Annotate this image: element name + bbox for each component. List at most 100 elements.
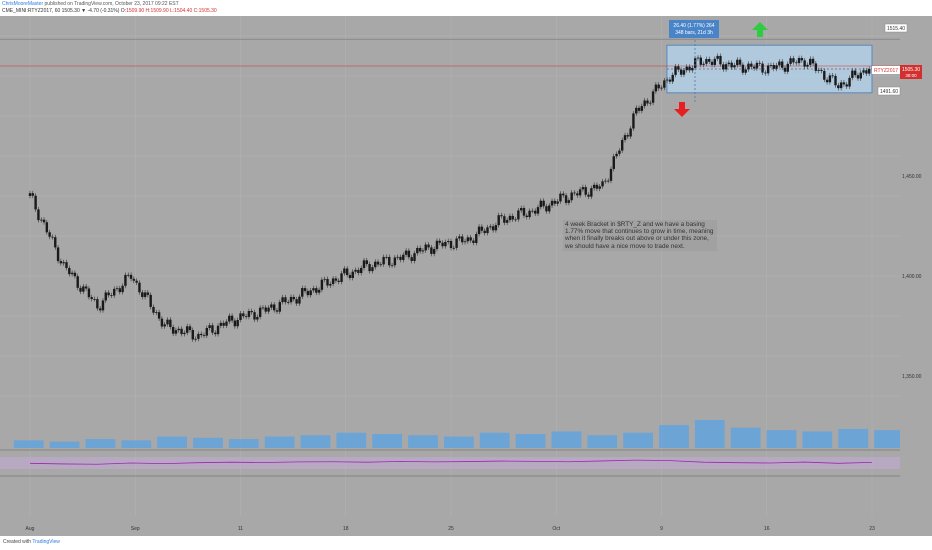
chart-area[interactable]: 1,350.001,400.001,450.001,500.00 AugSep1… [0,16,932,536]
candle-body [171,326,175,334]
candle-body [525,215,528,218]
candle-body [441,242,444,247]
candle-body [388,256,391,266]
candle-body [612,156,615,169]
price-axis[interactable] [900,16,932,536]
candle-body [452,247,456,249]
candle-body [222,322,225,326]
candle-body [705,59,708,64]
tradingview-brand[interactable]: TradingView [32,539,60,545]
x-tick-label: 16 [764,526,770,532]
upper-price-tag [884,23,908,33]
author-link[interactable]: ChrisMooreMaster [2,1,44,7]
candle-body [404,250,408,255]
volume-bar [838,428,869,448]
candle-body [303,288,307,292]
candle-body [679,69,683,75]
candle-body [494,225,498,231]
candle-body [590,188,593,197]
candle-body [576,193,579,196]
candle-body [48,232,51,237]
candle-body [110,295,113,297]
candle-body [497,215,500,226]
candle-body [107,292,110,296]
candle-body [427,244,430,248]
upper-price-tag-text: 1515.40 [887,26,905,32]
candle-body [604,180,607,182]
bracket-box[interactable] [666,44,873,94]
candle-body [651,91,655,103]
symbol-tag [872,66,900,74]
candle-body [143,292,147,297]
annotation-note[interactable]: 4 week Bracket in $RTY_Z and we have a b… [563,220,717,251]
candle-body [118,288,122,293]
candle-body [724,64,728,70]
candle-body [399,256,402,260]
candle-body [42,219,46,223]
candle-body [211,325,214,333]
candle-body [842,82,846,85]
candle-body [357,269,360,273]
candle-body [817,70,820,71]
candle-body [508,215,512,221]
candle-body [90,297,93,300]
candle-body [640,106,644,111]
candle-body [853,70,857,76]
candle-body [489,226,492,228]
candle-body [345,268,349,276]
candle-body [671,74,674,82]
price-chart-svg[interactable]: 1,350.001,400.001,450.001,500.00 AugSep1… [0,16,932,536]
measure-label-line1: 26.40 (1.77%) 264 [673,23,714,29]
candle-body [865,70,868,74]
candle-body [747,63,750,70]
candle-body [769,64,773,66]
candle-body [362,260,366,269]
candle-body [730,62,733,68]
candle-body [848,77,851,87]
candle-body [584,187,587,195]
candle-body [270,304,273,308]
candle-body [559,193,562,202]
last-price-tag [900,65,922,79]
candle-body [514,219,517,221]
candle-body [534,210,537,214]
x-tick-label: 23 [869,526,875,532]
y-tick-label: 1,450.00 [902,174,922,180]
volume-bar [802,431,833,448]
candle-body [326,278,329,286]
candle-body [45,222,49,233]
candle-body [432,249,436,254]
candle-body [416,247,419,254]
candle-body [657,84,660,89]
candle-body [371,267,374,272]
candle-body [323,278,326,280]
candle-body [183,332,186,335]
candle-body [421,250,425,252]
candle-body [228,315,231,322]
candle-body [418,247,422,252]
candle-body [839,82,843,89]
volume-bar [766,430,797,448]
candle-body [573,192,576,194]
candle-body [660,87,663,89]
candle-body [180,328,183,335]
candle-body [65,262,68,268]
candle-body [157,312,161,319]
candle-body [160,318,164,327]
candle-body [744,69,747,73]
candle-body [236,320,239,327]
volume-bar [694,420,725,448]
candle-body [536,207,540,214]
candle-body [626,135,630,137]
candle-body [635,107,638,114]
candle-body [663,80,666,88]
candle-body [410,257,413,261]
volume-bar [157,436,187,448]
candle-body [609,168,613,181]
candle-body [598,186,601,189]
volume-bar [13,440,44,448]
candle-body [629,128,632,137]
candle-body [668,79,672,82]
candle-body [517,210,520,220]
candle-body [615,153,618,157]
